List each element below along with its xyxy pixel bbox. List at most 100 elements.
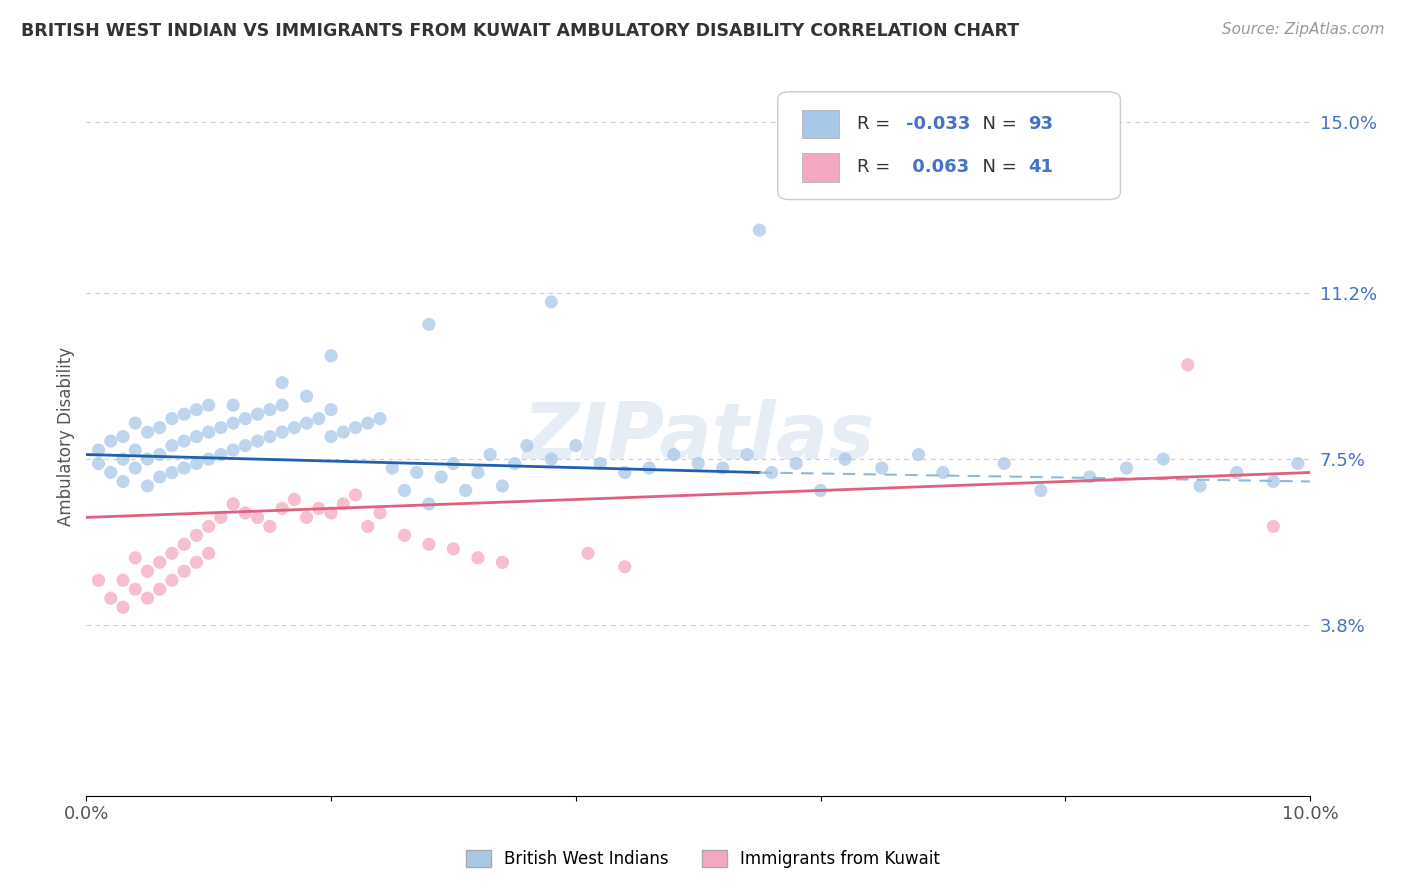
- Point: [1029, 483, 1052, 498]
- FancyBboxPatch shape: [778, 92, 1121, 200]
- Point: [576, 546, 599, 560]
- Legend: British West Indians, Immigrants from Kuwait: British West Indians, Immigrants from Ku…: [460, 843, 946, 875]
- Point: [160, 411, 183, 425]
- Point: [638, 461, 661, 475]
- Point: [319, 506, 342, 520]
- Point: [589, 457, 612, 471]
- Point: [405, 466, 427, 480]
- Point: [197, 398, 219, 412]
- Point: [222, 398, 245, 412]
- Text: N =: N =: [972, 158, 1022, 177]
- Point: [467, 550, 489, 565]
- Point: [993, 457, 1015, 471]
- Point: [111, 600, 134, 615]
- Point: [1177, 358, 1199, 372]
- Text: ZIPatlas: ZIPatlas: [522, 399, 875, 475]
- Point: [246, 510, 269, 524]
- Point: [613, 466, 636, 480]
- Point: [430, 470, 453, 484]
- Point: [271, 376, 294, 390]
- Point: [209, 420, 232, 434]
- Point: [149, 448, 172, 462]
- Point: [111, 574, 134, 588]
- Point: [136, 591, 159, 606]
- Point: [173, 461, 195, 475]
- Point: [319, 349, 342, 363]
- Point: [100, 591, 122, 606]
- Point: [319, 429, 342, 443]
- Point: [711, 461, 734, 475]
- Point: [491, 555, 513, 569]
- Point: [344, 420, 367, 434]
- Point: [124, 443, 146, 458]
- Text: Source: ZipAtlas.com: Source: ZipAtlas.com: [1222, 22, 1385, 37]
- Point: [186, 528, 208, 542]
- Point: [124, 416, 146, 430]
- Point: [259, 402, 281, 417]
- Point: [259, 429, 281, 443]
- Point: [160, 439, 183, 453]
- Point: [735, 448, 758, 462]
- Point: [381, 461, 404, 475]
- Point: [271, 425, 294, 439]
- Point: [87, 574, 110, 588]
- Point: [235, 411, 257, 425]
- Point: [173, 434, 195, 448]
- Text: BRITISH WEST INDIAN VS IMMIGRANTS FROM KUWAIT AMBULATORY DISABILITY CORRELATION : BRITISH WEST INDIAN VS IMMIGRANTS FROM K…: [21, 22, 1019, 40]
- Point: [136, 452, 159, 467]
- Point: [87, 443, 110, 458]
- Point: [1226, 466, 1249, 480]
- Y-axis label: Ambulatory Disability: Ambulatory Disability: [58, 347, 75, 526]
- Point: [283, 420, 305, 434]
- Point: [295, 510, 318, 524]
- Point: [197, 546, 219, 560]
- Point: [271, 398, 294, 412]
- Point: [394, 528, 416, 542]
- Point: [186, 402, 208, 417]
- Point: [246, 434, 269, 448]
- Point: [111, 475, 134, 489]
- Point: [932, 466, 955, 480]
- Point: [761, 466, 783, 480]
- Point: [418, 318, 440, 332]
- Point: [662, 448, 685, 462]
- Text: N =: N =: [972, 115, 1022, 133]
- Point: [136, 564, 159, 578]
- Point: [222, 443, 245, 458]
- Point: [491, 479, 513, 493]
- Point: [222, 416, 245, 430]
- Point: [173, 564, 195, 578]
- Point: [259, 519, 281, 533]
- Point: [785, 457, 807, 471]
- Point: [1078, 470, 1101, 484]
- Point: [246, 407, 269, 421]
- Text: R =: R =: [858, 158, 896, 177]
- Point: [688, 457, 710, 471]
- Point: [479, 448, 502, 462]
- Point: [1115, 461, 1137, 475]
- Point: [197, 425, 219, 439]
- Point: [565, 439, 588, 453]
- Point: [295, 389, 318, 403]
- Point: [454, 483, 477, 498]
- Point: [907, 448, 929, 462]
- Point: [111, 429, 134, 443]
- Point: [136, 425, 159, 439]
- Point: [368, 506, 391, 520]
- Point: [441, 457, 464, 471]
- Point: [1152, 452, 1174, 467]
- Point: [1263, 519, 1285, 533]
- Point: [540, 452, 562, 467]
- Point: [308, 501, 330, 516]
- Point: [394, 483, 416, 498]
- Text: -0.033: -0.033: [907, 115, 970, 133]
- Point: [124, 461, 146, 475]
- Point: [344, 488, 367, 502]
- Point: [124, 550, 146, 565]
- Point: [810, 483, 832, 498]
- Point: [613, 559, 636, 574]
- Point: [173, 537, 195, 551]
- Point: [357, 519, 380, 533]
- Point: [100, 434, 122, 448]
- Point: [160, 466, 183, 480]
